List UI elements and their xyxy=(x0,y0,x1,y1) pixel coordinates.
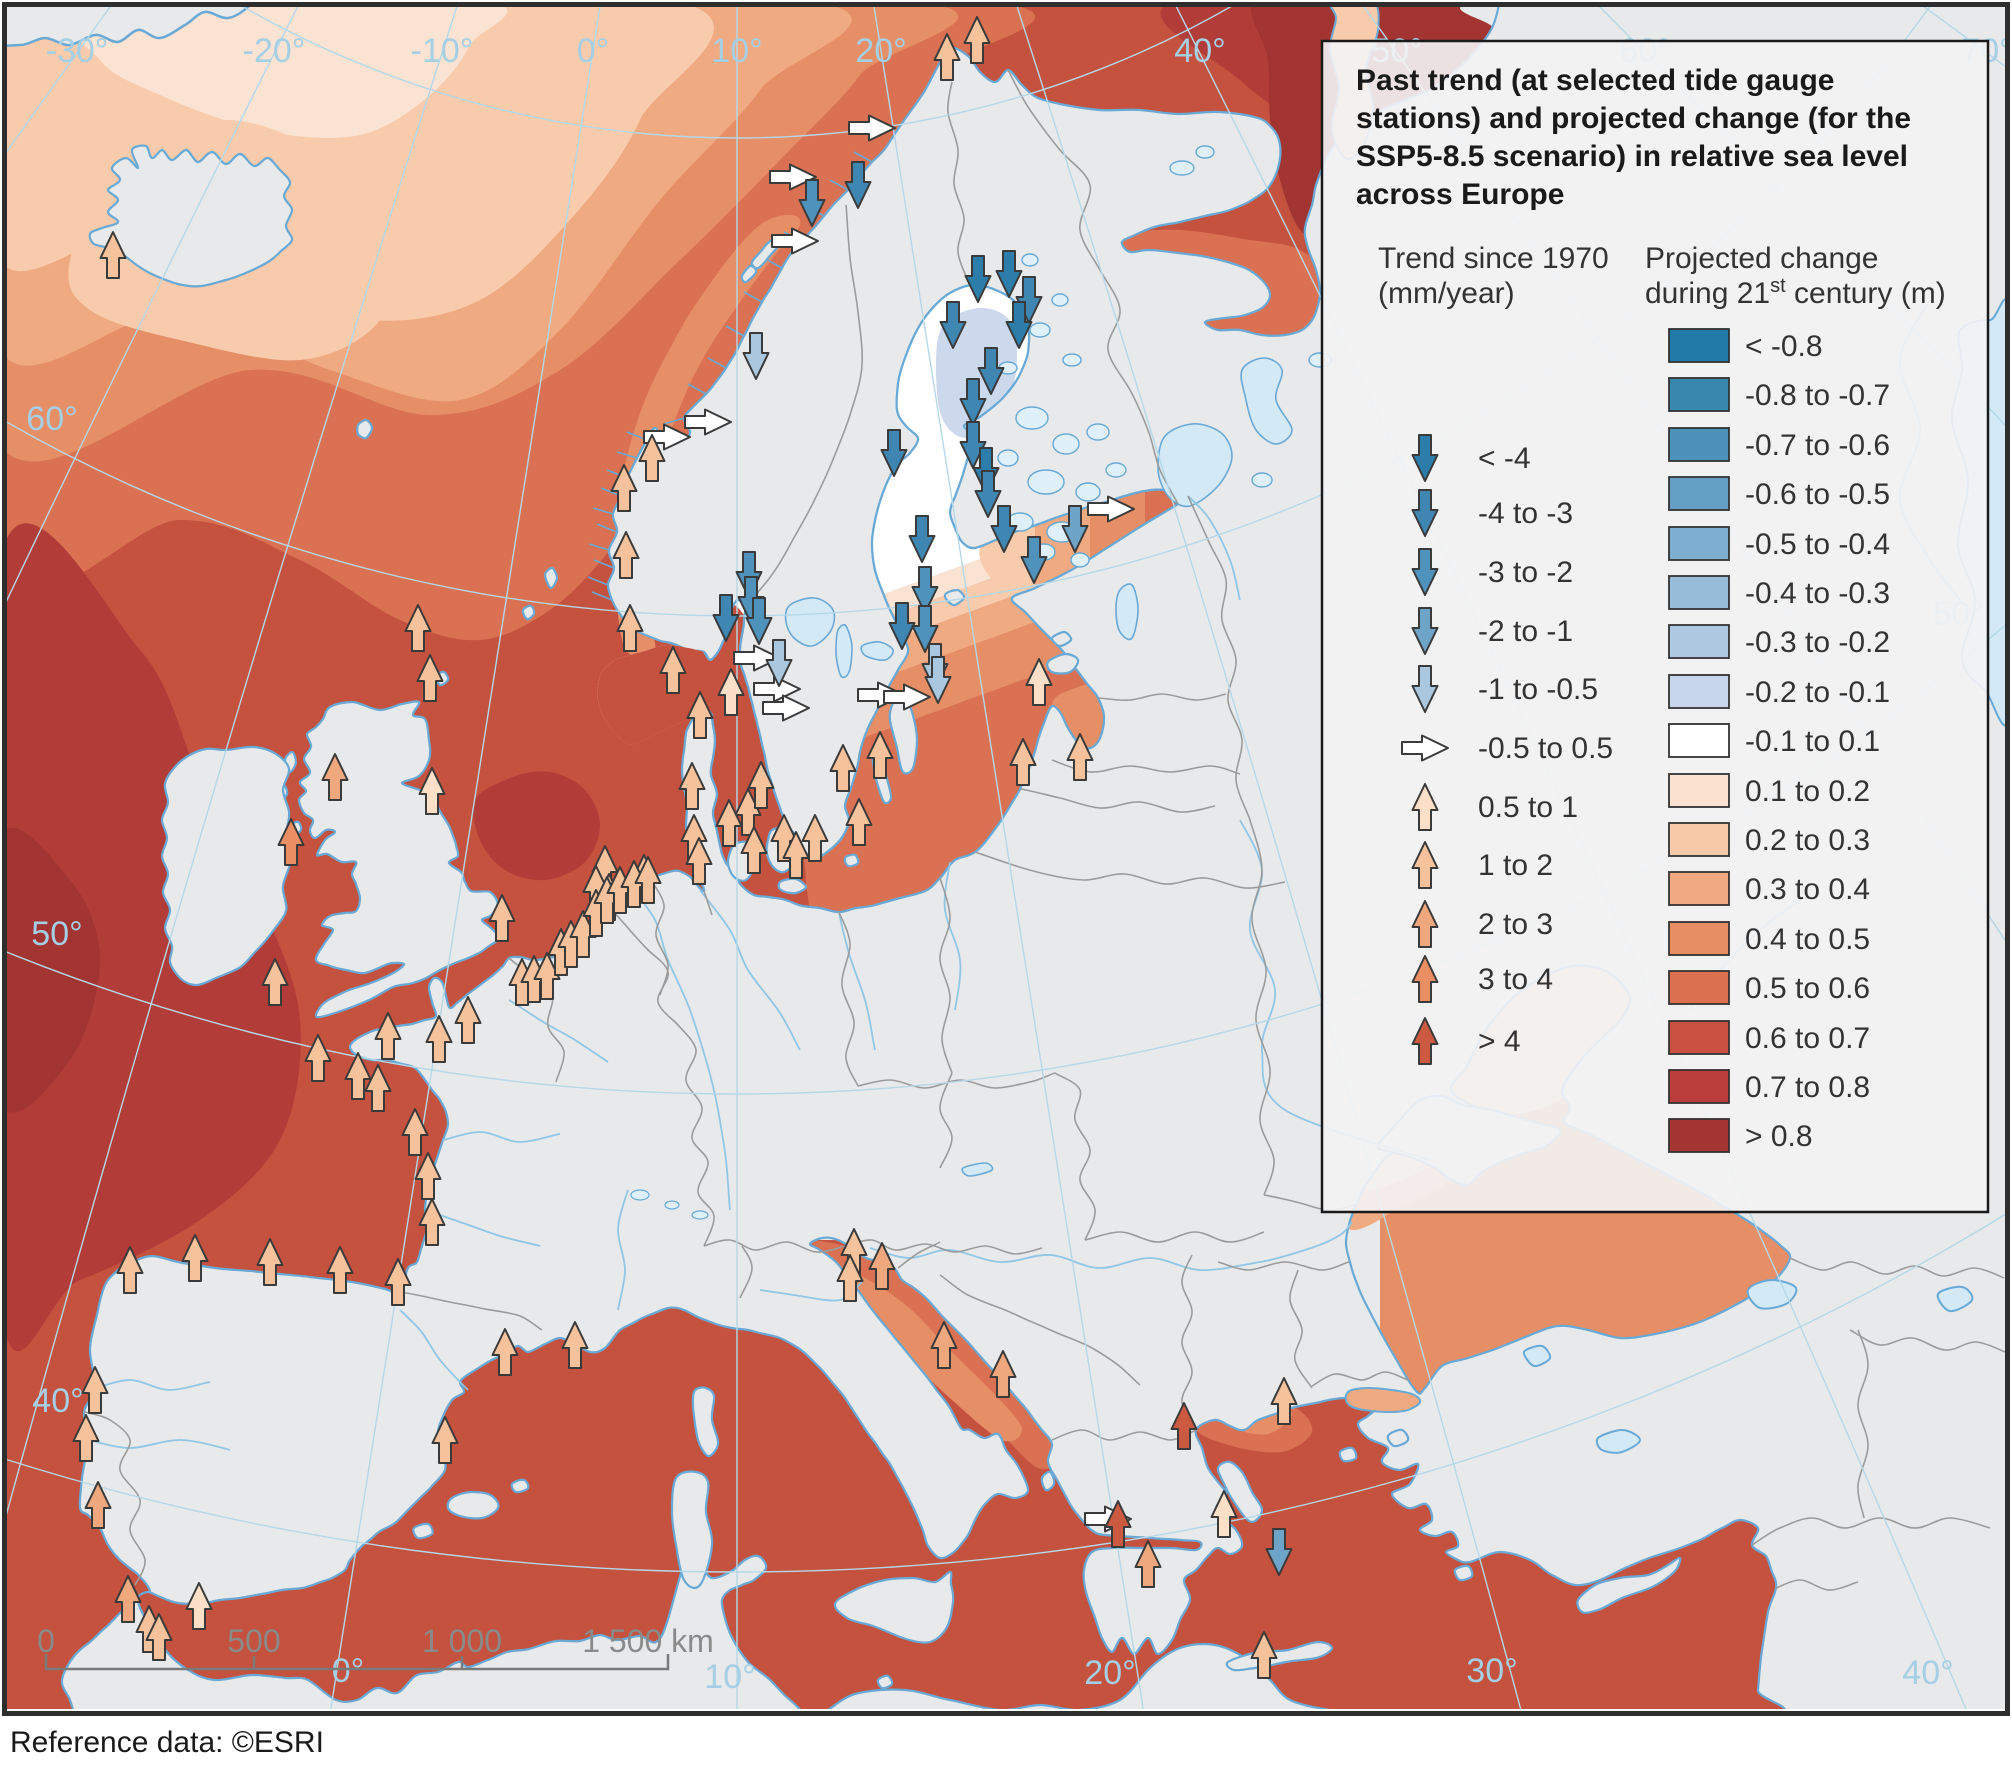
svg-text:2 to 3: 2 to 3 xyxy=(1478,908,1553,941)
svg-text:stations) and projected change: stations) and projected change (for the xyxy=(1356,102,1911,135)
svg-text:20°: 20° xyxy=(1084,1654,1135,1692)
svg-text:50°: 50° xyxy=(31,915,82,953)
svg-text:-0.4 to -0.3: -0.4 to -0.3 xyxy=(1745,577,1890,610)
svg-text:< -0.8: < -0.8 xyxy=(1745,330,1823,363)
svg-text:0: 0 xyxy=(37,1623,55,1659)
svg-text:Past trend (at selected tide g: Past trend (at selected tide gauge xyxy=(1356,64,1834,97)
svg-text:-1 to -0.5: -1 to -0.5 xyxy=(1478,673,1598,706)
svg-text:across Europe: across Europe xyxy=(1356,178,1564,211)
svg-text:-10°: -10° xyxy=(411,32,474,70)
svg-text:1 to 2: 1 to 2 xyxy=(1478,849,1553,882)
svg-text:-0.5 to 0.5: -0.5 to 0.5 xyxy=(1478,732,1613,765)
svg-text:-2 to -1: -2 to -1 xyxy=(1478,615,1573,648)
svg-text:SSP5-8.5 scenario) in relative: SSP5-8.5 scenario) in relative sea level xyxy=(1356,140,1908,173)
svg-text:0.7 to 0.8: 0.7 to 0.8 xyxy=(1745,1071,1870,1104)
svg-text:1 500 km: 1 500 km xyxy=(582,1623,714,1659)
svg-text:10°: 10° xyxy=(711,32,762,70)
svg-text:> 4: > 4 xyxy=(1478,1025,1521,1058)
svg-text:0.6 to 0.7: 0.6 to 0.7 xyxy=(1745,1022,1870,1055)
svg-text:Reference data: ©ESRI: Reference data: ©ESRI xyxy=(10,1726,324,1759)
svg-text:10°: 10° xyxy=(704,1658,755,1696)
svg-text:-30°: -30° xyxy=(46,32,109,70)
svg-text:-0.1 to 0.1: -0.1 to 0.1 xyxy=(1745,725,1880,758)
svg-text:-20°: -20° xyxy=(243,32,306,70)
svg-text:40°: 40° xyxy=(1902,1654,1953,1692)
svg-text:-0.5 to -0.4: -0.5 to -0.4 xyxy=(1745,528,1890,561)
svg-text:500: 500 xyxy=(227,1623,280,1659)
svg-text:0.5 to 0.6: 0.5 to 0.6 xyxy=(1745,972,1870,1005)
svg-text:40°: 40° xyxy=(1174,32,1225,70)
svg-text:30°: 30° xyxy=(1466,1652,1517,1690)
svg-text:-0.8 to -0.7: -0.8 to -0.7 xyxy=(1745,379,1890,412)
svg-text:during 21st century (m): during 21st century (m) xyxy=(1645,275,1946,310)
svg-text:0.4 to 0.5: 0.4 to 0.5 xyxy=(1745,923,1870,956)
svg-text:0°: 0° xyxy=(577,32,610,70)
svg-text:-0.6 to -0.5: -0.6 to -0.5 xyxy=(1745,478,1890,511)
svg-text:-4 to -3: -4 to -3 xyxy=(1478,497,1573,530)
svg-text:Projected change: Projected change xyxy=(1645,242,1879,275)
svg-text:0.3 to 0.4: 0.3 to 0.4 xyxy=(1745,873,1870,906)
svg-text:-0.3 to -0.2: -0.3 to -0.2 xyxy=(1745,626,1890,659)
svg-text:-3 to -2: -3 to -2 xyxy=(1478,556,1573,589)
svg-text:(mm/year): (mm/year) xyxy=(1378,277,1515,310)
svg-text:0.2 to 0.3: 0.2 to 0.3 xyxy=(1745,824,1870,857)
svg-text:20°: 20° xyxy=(855,32,906,70)
svg-text:> 0.8: > 0.8 xyxy=(1745,1120,1813,1153)
svg-text:3 to 4: 3 to 4 xyxy=(1478,963,1553,996)
svg-text:1 000: 1 000 xyxy=(422,1623,502,1659)
svg-text:0.5 to 1: 0.5 to 1 xyxy=(1478,791,1578,824)
svg-text:0.1 to 0.2: 0.1 to 0.2 xyxy=(1745,775,1870,808)
svg-text:-0.2 to -0.1: -0.2 to -0.1 xyxy=(1745,676,1890,709)
svg-text:60°: 60° xyxy=(26,400,77,438)
svg-text:< -4: < -4 xyxy=(1478,442,1531,475)
svg-text:Trend since 1970: Trend since 1970 xyxy=(1378,242,1609,275)
svg-text:40°: 40° xyxy=(32,1382,83,1420)
svg-text:-0.7 to -0.6: -0.7 to -0.6 xyxy=(1745,429,1890,462)
svg-text:0°: 0° xyxy=(332,1652,365,1690)
